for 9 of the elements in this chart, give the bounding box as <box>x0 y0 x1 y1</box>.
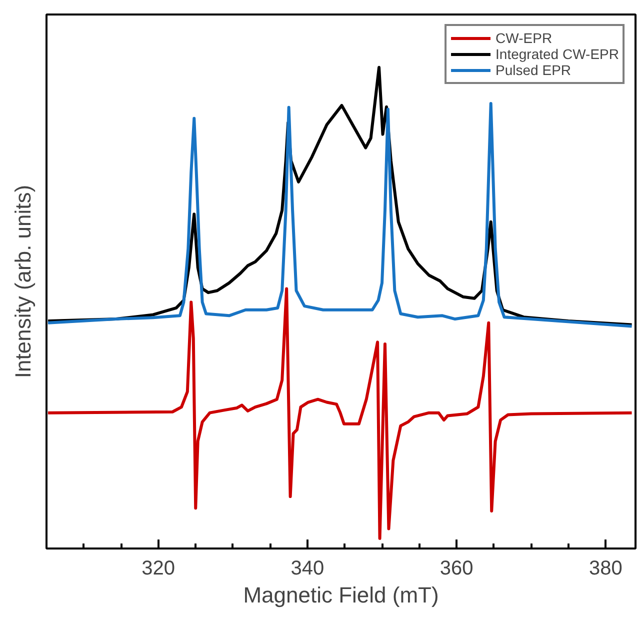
y-axis-title: Intensity (arb. units) <box>10 184 36 378</box>
legend-label: Pulsed EPR <box>496 62 572 78</box>
x-tick-label: 380 <box>588 558 622 580</box>
x-tick-label: 340 <box>290 558 324 580</box>
legend-label: CW-EPR <box>496 30 552 46</box>
x-axis-title: Magnetic Field (mT) <box>243 582 439 608</box>
x-tick-label: 320 <box>142 558 176 580</box>
legend-label: Integrated CW-EPR <box>496 46 619 62</box>
x-tick-label: 360 <box>440 558 474 580</box>
